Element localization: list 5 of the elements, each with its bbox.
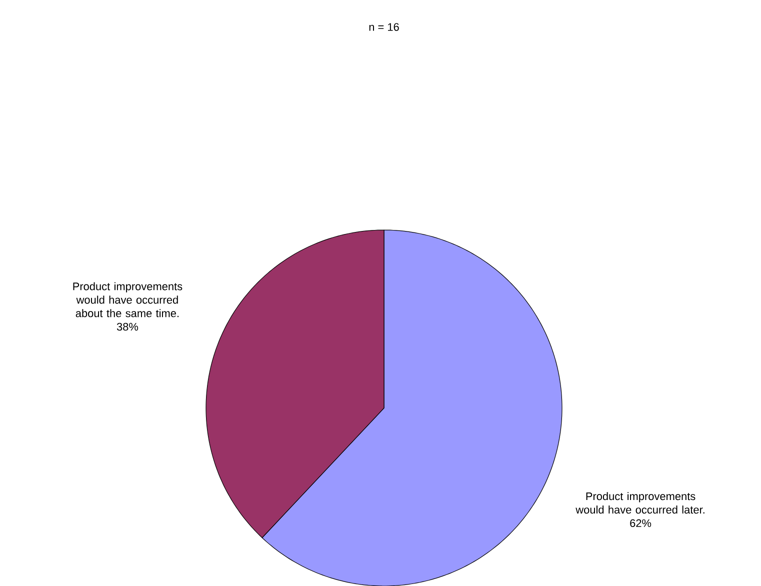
slice-label: Product improvements would have occurred about the same time. — [73, 282, 182, 318]
data-label: 62% — [630, 519, 652, 527]
data-label: 38% — [116, 322, 138, 330]
chart-title: n = 16 — [369, 22, 399, 31]
slice-label: Product improvements would have occurred later. — [576, 492, 704, 514]
